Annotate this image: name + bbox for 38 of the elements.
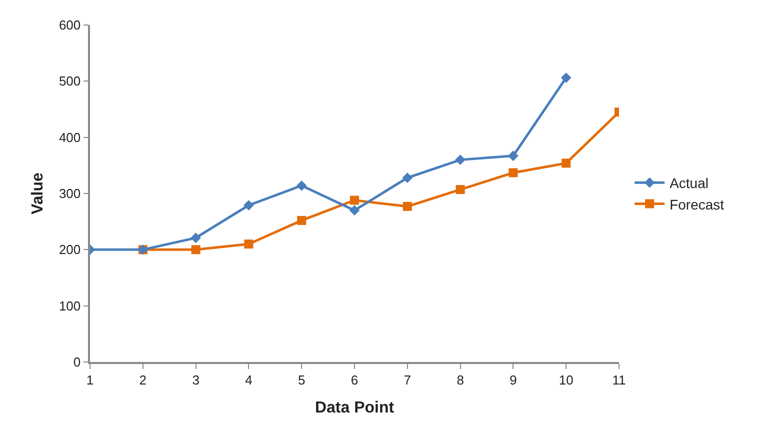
y-tick-label: 200 (58, 242, 81, 258)
point (508, 168, 518, 178)
point (297, 216, 306, 225)
point (456, 185, 465, 194)
x-tick-label: 3 (192, 372, 200, 388)
point (244, 240, 254, 249)
x-tick-label: 9 (510, 372, 517, 388)
x-tick-label: 7 (404, 372, 412, 388)
point (508, 150, 518, 162)
x-tick-label: 4 (245, 372, 252, 388)
legend-label: Forecast (670, 196, 724, 212)
point (244, 200, 254, 210)
x-tick-label: 10 (558, 372, 574, 388)
x-tick-label: 6 (350, 372, 358, 388)
y-axis-title: Value (29, 172, 46, 214)
y-tick-label: 500 (58, 74, 81, 89)
point (402, 202, 412, 211)
legend-label: Actual (670, 175, 708, 192)
point (455, 154, 466, 165)
y-tick-label: 300 (58, 186, 81, 202)
y-tick-label: 0 (73, 354, 81, 370)
x-tick-label: 11 (612, 372, 626, 388)
x-tick-label: 8 (456, 372, 464, 388)
y-tick-label: 100 (58, 298, 81, 314)
point (350, 196, 359, 205)
x-tick-label: 2 (139, 372, 147, 388)
point (296, 180, 307, 191)
point (191, 245, 200, 254)
point (190, 232, 201, 244)
point (349, 205, 360, 216)
x-tick-label: 5 (298, 372, 306, 388)
point (562, 158, 571, 168)
point (560, 72, 572, 83)
y-tick-label: 600 (58, 18, 81, 33)
point (402, 172, 413, 183)
y-tick-label: 400 (58, 130, 81, 145)
x-axis-title: Data Point (314, 400, 395, 417)
x-tick-label: 1 (86, 372, 94, 388)
